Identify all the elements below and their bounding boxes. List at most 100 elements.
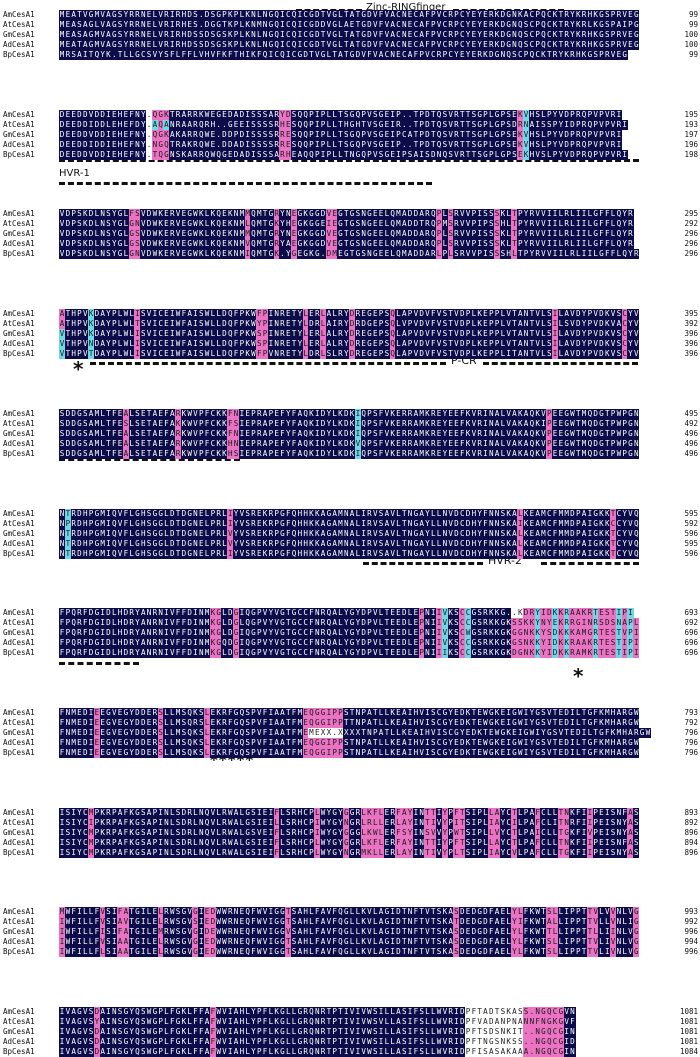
- end-position: 292: [664, 219, 698, 229]
- sequence-name: AdCesA1: [3, 937, 35, 947]
- sequence-name: BpCesA1: [3, 150, 35, 160]
- end-position: 496: [664, 429, 698, 439]
- residue: I: [627, 608, 633, 618]
- residue: R: [633, 249, 639, 259]
- sequence-name: BpCesA1: [3, 349, 35, 359]
- sequence-name: AtCesA1: [3, 917, 35, 927]
- sequence-name: GmCesA1: [3, 728, 35, 738]
- residue: G: [633, 907, 639, 917]
- end-position: 996: [664, 927, 698, 937]
- residue: S: [633, 838, 639, 848]
- residue: R: [627, 229, 633, 239]
- sequence-name: AdCesA1: [3, 140, 35, 150]
- end-position: 896: [664, 848, 698, 858]
- conserved-star-3: *: [573, 666, 583, 686]
- sequence-name: AtCesA1: [3, 718, 35, 728]
- hvr2-tail-dashes: [59, 662, 139, 665]
- sequence-name: AtCesA1: [3, 120, 35, 130]
- residue: R: [627, 219, 633, 229]
- end-position: 796: [664, 728, 698, 738]
- hvr2-dashes-left: [363, 562, 483, 565]
- end-position: 596: [664, 549, 698, 559]
- residue: G: [622, 50, 628, 60]
- sequence-name: AmCesA1: [3, 309, 35, 319]
- residue: S: [633, 818, 639, 828]
- residue: V: [633, 339, 639, 349]
- sequence-name: AdCesA1: [3, 40, 35, 50]
- end-position: 392: [664, 319, 698, 329]
- end-position: 195: [664, 110, 698, 120]
- sequence-name: GmCesA1: [3, 429, 35, 439]
- end-position: 495: [664, 409, 698, 419]
- sequence-name: AtCesA1: [3, 618, 35, 628]
- residue: L: [633, 618, 639, 628]
- sequence-name: AmCesA1: [3, 10, 35, 20]
- residue: Q: [633, 549, 639, 559]
- end-position: 296: [664, 229, 698, 239]
- sequence-name: BpCesA1: [3, 249, 35, 259]
- sequence-row: IWFILLFVSIAATGILELRWSGVGIEDWWRNEQFWVIGGT…: [59, 937, 639, 947]
- sequence-row: ISIYCMPKRPAFKGSAPINLSDRLNQVLRWALGSIEIFLS…: [59, 838, 639, 848]
- sequence-name: AdCesA1: [3, 638, 35, 648]
- end-position: 992: [664, 917, 698, 927]
- end-position: 395: [664, 309, 698, 319]
- sequence-row: ISIYCIPKRPAFKGSAPINLSDRLNQVLRWALGSIEILLS…: [59, 818, 639, 828]
- residue: I: [633, 638, 639, 648]
- end-position: 197: [664, 130, 698, 140]
- sequence-name: BpCesA1: [3, 449, 35, 459]
- hvr2-dashes-right: [541, 562, 639, 565]
- end-position: 99: [664, 20, 698, 30]
- end-position: 595: [664, 539, 698, 549]
- end-position: 595: [664, 509, 698, 519]
- residue: G: [633, 30, 639, 40]
- end-position: 296: [664, 249, 698, 259]
- residue: V: [633, 329, 639, 339]
- sequence-name: GmCesA1: [3, 30, 35, 40]
- residue: I: [616, 130, 622, 140]
- residue: N: [633, 449, 639, 459]
- sequence-name: GmCesA1: [3, 828, 35, 838]
- sequence-row: NTRDHPGMIQVFLGHSGGLDTDGNELPRLVYVSREKRPGF…: [59, 539, 639, 549]
- sequence-row: FPQRFDGIDLHDRYANRNIVFFDINMKGLDGIQGPVYVGT…: [59, 608, 639, 618]
- residue: I: [622, 120, 628, 130]
- end-position: 896: [664, 828, 698, 838]
- residue: R: [627, 209, 633, 219]
- pcr-dashes-right: [483, 362, 638, 365]
- sequence-row: FNMEDIEEGVEGYDDERSLLMSQKSLEKRFGQSPVFIAAT…: [59, 728, 639, 738]
- end-position: 100: [664, 30, 698, 40]
- residue: R: [627, 239, 633, 249]
- residue: G: [633, 927, 639, 937]
- sequence-name: AdCesA1: [3, 439, 35, 449]
- sequence-row: FNMEDIEEGVEGYDDERSLLMSQKSLEKRFGQSPVFIAAT…: [59, 738, 639, 748]
- residue: N: [633, 429, 639, 439]
- sequence-row: IWFILLFISIFATGILEMRWSGVGIDEWWRNEQFWVIGGV…: [59, 927, 639, 937]
- sequence-name: AtCesA1: [3, 219, 35, 229]
- sequence-row: VTHPVNDAYPLWLISVICEIWFAISWLLDQFPKWSPINRE…: [59, 339, 639, 349]
- end-position: 696: [664, 638, 698, 648]
- sequence-name: AtCesA1: [3, 419, 35, 429]
- sequence-name: AdCesA1: [3, 838, 35, 848]
- end-position: 692: [664, 618, 698, 628]
- sequence-row: VDPSKDLNSYGLGNVDWKERVEGWKLKQEKNMLQMTGKYH…: [59, 219, 639, 229]
- sequence-row: IWFILLFVSIAVTGILELRWSGVSIEDWWRNEQFWVIGGT…: [59, 917, 639, 927]
- residue: I: [633, 628, 639, 638]
- residue: Q: [633, 509, 639, 519]
- sequence-name: GmCesA1: [3, 229, 35, 239]
- sequence-name: AtCesA1: [3, 319, 35, 329]
